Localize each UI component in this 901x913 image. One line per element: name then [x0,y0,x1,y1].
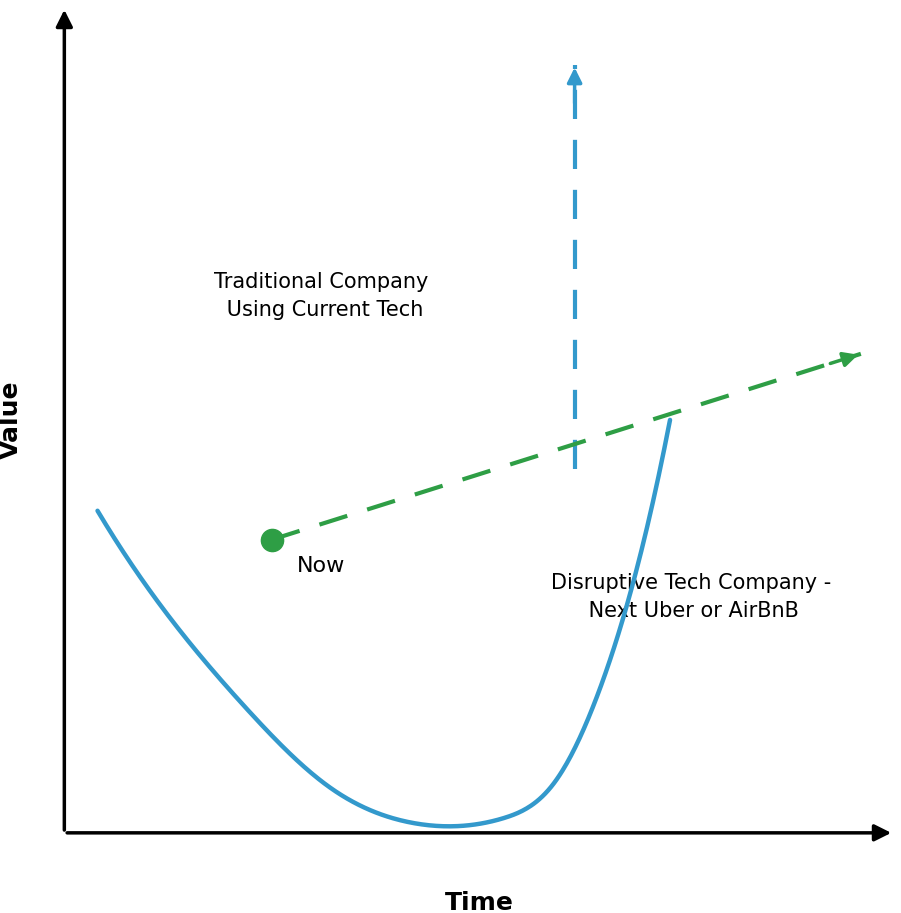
Text: Disruptive Tech Company -
 Next Uber or AirBnB: Disruptive Tech Company - Next Uber or A… [551,573,831,622]
Text: Traditional Company
 Using Current Tech: Traditional Company Using Current Tech [214,272,429,320]
Text: Value: Value [0,381,23,459]
Text: Now: Now [296,556,345,576]
Text: Time: Time [445,891,514,913]
